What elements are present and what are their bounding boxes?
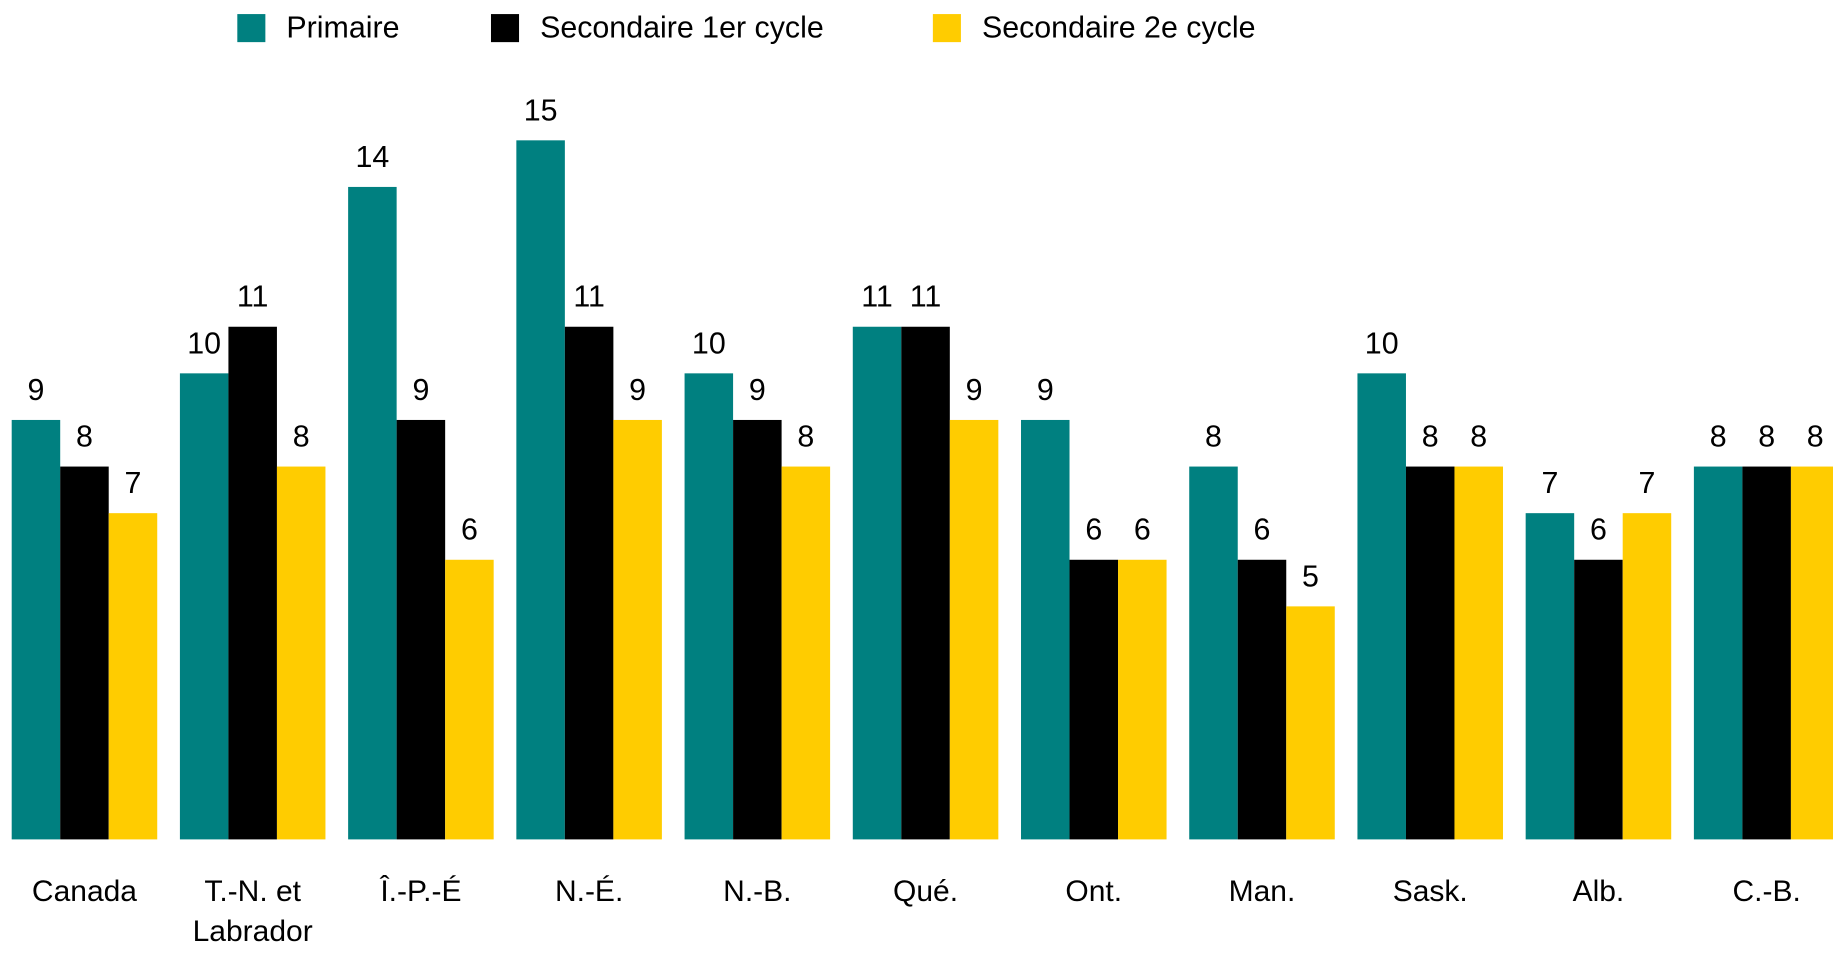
- value-label: 7: [1541, 466, 1558, 500]
- bar: [1286, 606, 1335, 840]
- x-tick-label: Alb.: [1572, 875, 1625, 909]
- bar: [1454, 466, 1503, 840]
- bar: [516, 140, 565, 840]
- value-label: 8: [1758, 420, 1775, 454]
- bar: [11, 419, 61, 840]
- legend-label: Secondaire 2e cycle: [982, 10, 1256, 44]
- bar: [901, 326, 950, 840]
- value-label: 5: [1302, 559, 1319, 593]
- x-tick-label: Qué.: [893, 875, 959, 909]
- bar: [1357, 373, 1406, 840]
- value-label: 7: [125, 466, 142, 500]
- value-label: 6: [1254, 513, 1271, 547]
- value-label: 10: [1365, 326, 1399, 360]
- bar: [564, 326, 614, 840]
- bar: [733, 419, 782, 840]
- value-label: 11: [910, 280, 942, 314]
- bar: [1118, 559, 1167, 840]
- value-label: 8: [76, 420, 93, 454]
- value-label: 11: [573, 280, 605, 314]
- bar: [108, 513, 158, 840]
- bar: [228, 326, 277, 840]
- x-tick-label: Man.: [1228, 875, 1296, 909]
- bar: [781, 466, 831, 840]
- value-label: 8: [1205, 420, 1222, 454]
- bar: [1742, 466, 1791, 840]
- value-label: 6: [1085, 513, 1102, 547]
- value-label: 6: [1134, 513, 1151, 547]
- bar: [1693, 466, 1743, 840]
- bar: [1574, 559, 1623, 840]
- x-tick-label: C.-B.: [1732, 875, 1801, 909]
- bar: [348, 186, 397, 840]
- x-tick-label: Sask.: [1392, 875, 1468, 909]
- value-label: 10: [692, 326, 726, 360]
- bar: [179, 373, 229, 840]
- legend-swatch: [932, 14, 961, 43]
- value-label: 9: [966, 373, 983, 407]
- legend-swatch: [237, 14, 266, 43]
- bar: [1525, 513, 1575, 840]
- value-label: 8: [1807, 420, 1824, 454]
- value-label: 8: [293, 420, 310, 454]
- value-label: 8: [1422, 420, 1439, 454]
- x-tick-label: N.-É.: [554, 875, 624, 909]
- value-label: 14: [355, 140, 389, 174]
- bar: [60, 466, 109, 840]
- value-label: 6: [461, 513, 478, 547]
- value-label: 9: [412, 373, 429, 407]
- legend-label: Secondaire 1er cycle: [540, 10, 824, 44]
- value-label: 8: [797, 420, 814, 454]
- bar: [1405, 466, 1455, 840]
- legend-label: Primaire: [286, 10, 399, 44]
- bar: [1237, 559, 1287, 840]
- value-label: 7: [1638, 466, 1655, 500]
- bar: [445, 559, 494, 840]
- bar: [276, 466, 326, 840]
- bar: [1069, 559, 1119, 840]
- x-tick-label: Ont.: [1065, 875, 1123, 909]
- bar: [1622, 513, 1672, 840]
- x-tick-label: N.-B.: [723, 875, 792, 909]
- value-label: 9: [629, 373, 646, 407]
- value-label: 9: [1037, 373, 1054, 407]
- value-label: 9: [27, 373, 44, 407]
- value-label: 15: [524, 93, 558, 127]
- x-tick-label: Î.-P.-É: [380, 875, 462, 909]
- value-label: 11: [237, 280, 269, 314]
- value-label: 6: [1590, 513, 1607, 547]
- value-label: 8: [1470, 420, 1487, 454]
- bar: [1790, 466, 1833, 840]
- bar: [613, 419, 662, 840]
- bar: [949, 419, 999, 840]
- value-label: 11: [861, 280, 893, 314]
- x-tick-label: T.-N. et Labrador: [192, 875, 313, 949]
- bar: [1021, 419, 1070, 840]
- legend-swatch: [490, 14, 520, 43]
- bar: [1189, 466, 1238, 840]
- value-label: 10: [187, 326, 221, 360]
- bar: [684, 373, 734, 840]
- bar: [852, 326, 902, 840]
- bar: [396, 419, 446, 840]
- x-tick-label: Canada: [31, 875, 137, 909]
- value-label: 9: [749, 373, 766, 407]
- value-label: 8: [1710, 420, 1727, 454]
